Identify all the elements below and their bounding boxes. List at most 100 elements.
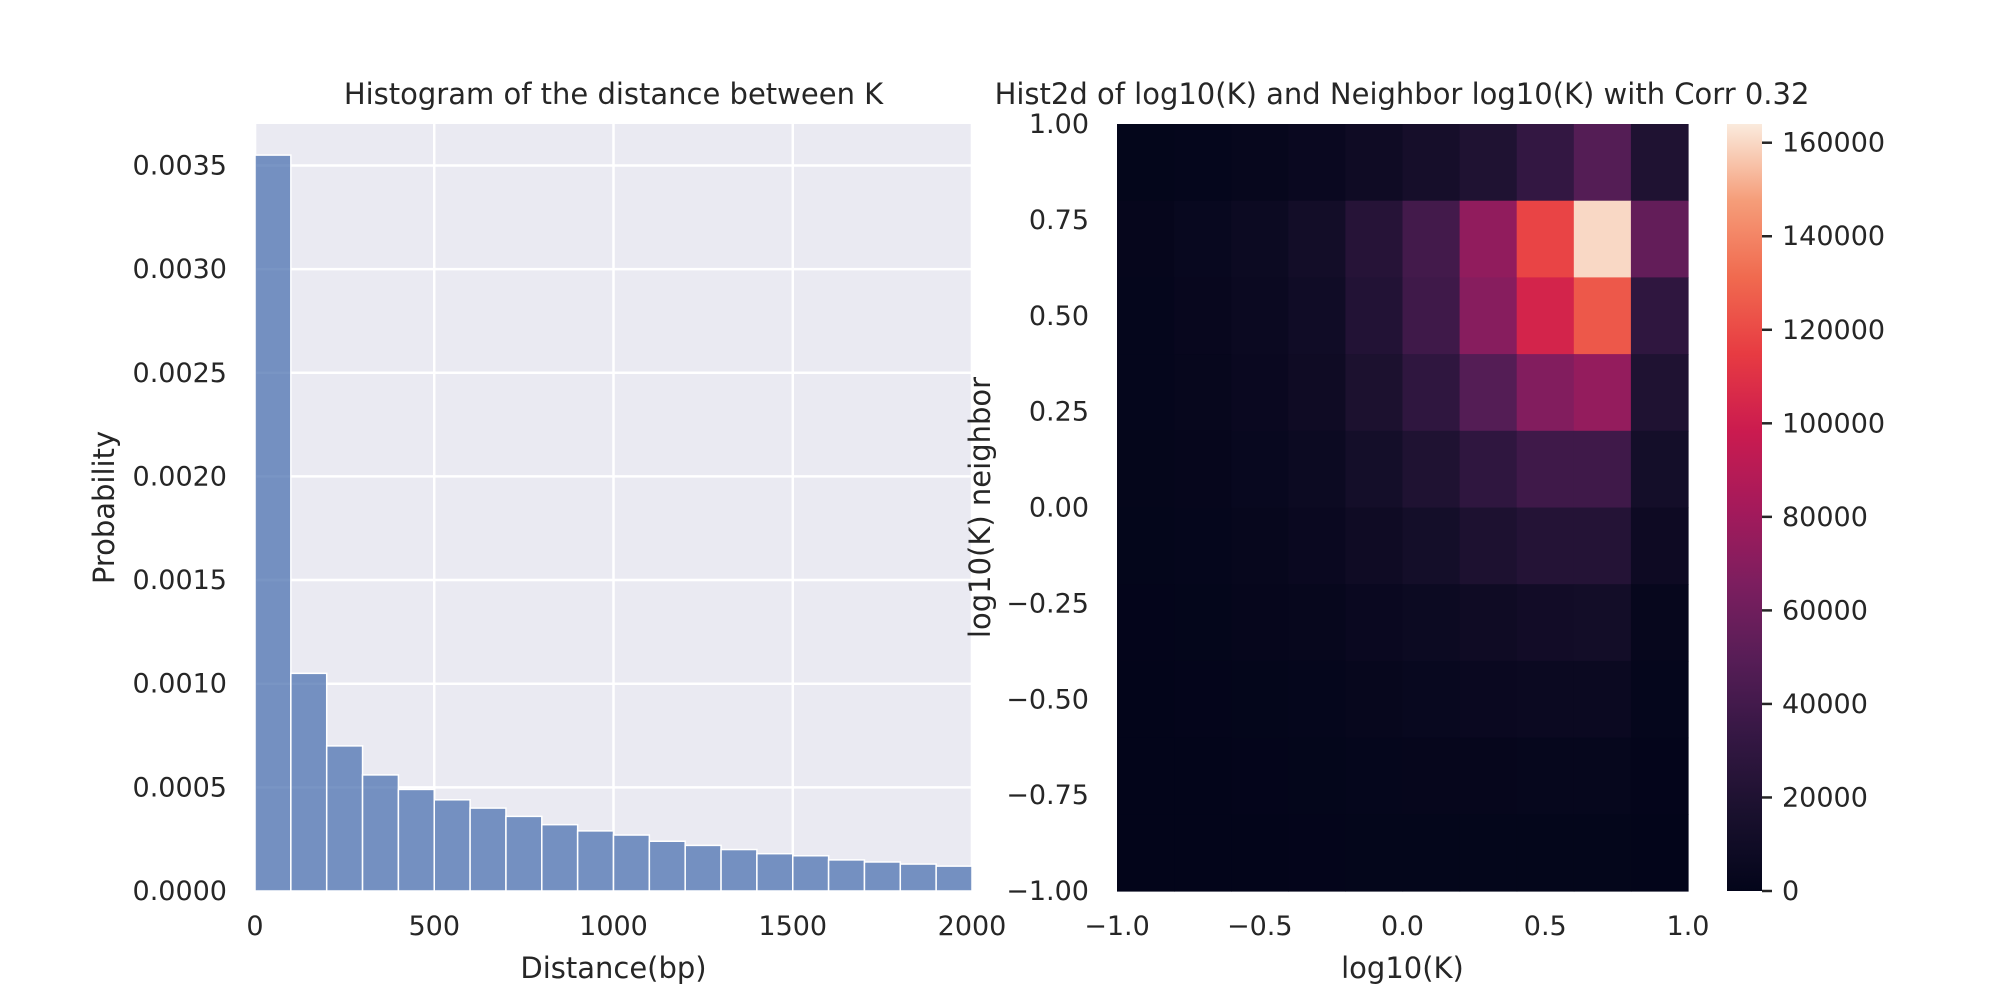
histogram-bar	[254, 154, 292, 892]
heatmap-cell	[1288, 584, 1346, 662]
heatmap-y-tick-label: 0.00	[1029, 493, 1089, 524]
heatmap-cell	[1174, 354, 1232, 432]
heatmap-cell	[1630, 660, 1689, 739]
heatmap-y-tick-label: 0.25	[1029, 397, 1089, 428]
heatmap-cell	[1345, 430, 1404, 509]
heatmap-cell	[1459, 124, 1518, 202]
heatmap-cell	[1402, 430, 1461, 509]
heatmap-cell	[1174, 430, 1232, 509]
heatmap-cell	[1459, 430, 1518, 509]
heatmap-cell	[1459, 737, 1518, 815]
heatmap-cell	[1117, 200, 1175, 278]
heatmap-cell	[1345, 814, 1404, 892]
heatmap-cell	[1516, 814, 1575, 892]
histogram-y-tick-label: 0.0000	[133, 876, 227, 907]
heatmap-x-tick-label: −1.0	[1084, 911, 1150, 942]
heatmap-cell	[1288, 814, 1346, 892]
histogram-chart: 0 500 1000 1500 2000 0.0000 0.0005 0.0010 0.001…	[87, 77, 1006, 985]
histogram-x-ticks: 0 500 1000 1500 2000	[246, 911, 1006, 942]
histogram-bar	[756, 852, 794, 892]
histogram-y-tick-label: 0.0035	[133, 150, 227, 181]
heatmap-cell	[1402, 584, 1461, 662]
heatmap-cell	[1459, 660, 1518, 739]
histogram-bar	[541, 823, 579, 892]
heatmap-cell	[1345, 737, 1404, 815]
heatmap-cell	[1573, 354, 1632, 432]
colorbar-tick-label: 100000	[1782, 408, 1885, 439]
histogram-bar	[827, 859, 866, 892]
heatmap-cell	[1459, 814, 1518, 892]
heatmap-cell	[1117, 277, 1175, 355]
histogram-bar	[863, 861, 902, 892]
heatmap-cell	[1345, 200, 1404, 278]
histogram-x-tick-label: 1500	[758, 911, 827, 942]
heatmap-cell	[1231, 814, 1289, 892]
heatmap-cell	[1288, 200, 1346, 278]
heatmap-cell	[1117, 584, 1175, 662]
heatmap-x-tick-label: 1.0	[1667, 911, 1710, 942]
heatmap-cell	[1630, 200, 1689, 278]
heatmap-y-ticks: −1.00 −0.75 −0.50 −0.25 0.00 0.25 0.50 0.75 1.00	[1006, 109, 1089, 907]
histogram-x-tick-label: 0	[246, 911, 263, 942]
heatmap-cell	[1288, 124, 1346, 202]
heatmap-cell	[1402, 814, 1461, 892]
colorbar-tick-label: 160000	[1782, 128, 1885, 159]
heatmap-cell	[1174, 200, 1232, 278]
colorbar-tick-label: 120000	[1782, 315, 1885, 346]
heatmap-cell	[1573, 124, 1632, 202]
histogram-y-tick-label: 0.0005	[133, 772, 227, 803]
heatmap-cell	[1516, 124, 1575, 202]
heatmap-cell	[1288, 354, 1346, 432]
heatmap-cell	[1288, 660, 1346, 739]
heatmap-cell	[1630, 354, 1689, 432]
heatmap-cell	[1573, 737, 1632, 815]
heatmap-cell	[1573, 277, 1632, 355]
heatmap-cell	[1345, 507, 1404, 585]
heatmap-cell	[1630, 277, 1689, 355]
heatmap-y-tick-label: 0.50	[1029, 301, 1089, 332]
heatmap-cell	[1459, 507, 1518, 585]
heatmap-cell	[1288, 507, 1346, 585]
histogram-title: Histogram of the distance between K	[344, 77, 884, 111]
heatmap-cell	[1630, 507, 1689, 585]
heatmap-cell	[1573, 814, 1632, 892]
histogram-y-ticks: 0.0000 0.0005 0.0010 0.0015 0.0020 0.0025 0.00…	[133, 150, 227, 907]
heatmap-cell	[1459, 200, 1518, 278]
histogram-bars	[254, 154, 973, 892]
histogram-x-tick-label: 2000	[938, 911, 1007, 942]
heatmap-cell	[1345, 354, 1404, 432]
heatmap-x-tick-label: 0.0	[1381, 911, 1424, 942]
heatmap-cells	[1117, 124, 1689, 892]
heatmap-cell	[1288, 430, 1346, 509]
heatmap-cell	[1231, 277, 1289, 355]
heatmap-cell	[1402, 737, 1461, 815]
colorbar-tick-label: 0	[1782, 876, 1799, 907]
colorbar-tick-label: 80000	[1782, 502, 1868, 533]
heatmap-cell	[1516, 584, 1575, 662]
heatmap-cell	[1288, 737, 1346, 815]
histogram-bar	[792, 855, 830, 892]
heatmap-cell	[1402, 124, 1461, 202]
histogram-y-tick-label: 0.0010	[133, 669, 227, 700]
colorbar-ticks: 0 20000 40000 60000 80000 100000 120000 140000 1…	[1762, 128, 1885, 907]
heatmap-cell	[1630, 124, 1689, 202]
histogram-bar	[720, 848, 758, 892]
heatmap-cell	[1117, 737, 1175, 815]
heatmap-cell	[1117, 814, 1175, 892]
colorbar-tick-label: 40000	[1782, 689, 1868, 720]
heatmap-cell	[1174, 814, 1232, 892]
heatmap-y-tick-label: 0.75	[1029, 205, 1089, 236]
heatmap-cell	[1231, 354, 1289, 432]
histogram-x-tick-label: 1000	[579, 911, 648, 942]
heatmap-cell	[1117, 124, 1175, 202]
heatmap-cell	[1231, 660, 1289, 739]
histogram-bar	[361, 774, 400, 892]
heatmap-x-axis-label: log10(K)	[1341, 951, 1464, 985]
heatmap-cell	[1117, 354, 1175, 432]
heatmap-y-tick-label: −0.50	[1006, 684, 1089, 715]
heatmap-cell	[1231, 584, 1289, 662]
heatmap-cell	[1117, 507, 1175, 585]
histogram-bar	[469, 807, 507, 892]
heatmap-x-tick-label: −0.5	[1227, 911, 1293, 942]
